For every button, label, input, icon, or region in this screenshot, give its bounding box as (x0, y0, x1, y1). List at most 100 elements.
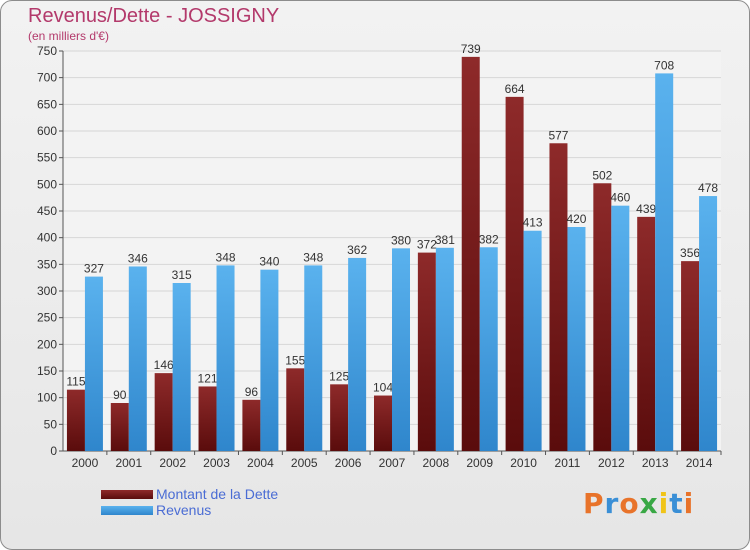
logo-letter: o (619, 487, 640, 520)
x-tick-label: 2002 (159, 456, 186, 470)
data-label-dette: 104 (373, 381, 393, 395)
y-tick-label: 250 (37, 311, 57, 325)
bar-revenus (655, 73, 674, 452)
y-tick-label: 550 (37, 151, 57, 165)
proxiti-logo: Proxiti (583, 487, 694, 520)
y-tick-label: 100 (37, 391, 57, 405)
x-tick-label: 2012 (598, 456, 625, 470)
y-tick-label: 0 (50, 444, 57, 458)
bar-dette (417, 252, 436, 451)
bar-revenus (392, 248, 410, 451)
x-tick-label: 2008 (423, 456, 450, 470)
bar-dette (461, 56, 480, 451)
y-tick-label: 150 (37, 364, 57, 378)
y-tick-label: 50 (44, 417, 58, 431)
data-label-dette: 90 (113, 388, 127, 402)
bar-dette (198, 386, 217, 451)
data-label-dette: 146 (154, 358, 174, 372)
bar-revenus (611, 205, 630, 451)
data-label-revenus: 340 (259, 255, 279, 269)
bar-dette (637, 216, 656, 451)
y-tick-label: 300 (37, 284, 57, 298)
bar-revenus (304, 265, 323, 451)
logo-letter: i (658, 487, 670, 520)
y-tick-label: 700 (37, 71, 57, 85)
y-tick-label: 400 (37, 231, 57, 245)
x-tick-label: 2014 (686, 456, 713, 470)
y-tick-label: 200 (37, 337, 57, 351)
bar-revenus (128, 266, 147, 451)
data-label-revenus: 380 (391, 233, 411, 247)
y-tick-label: 750 (37, 44, 57, 58)
legend-label-dette: Montant de la Dette (156, 486, 279, 502)
bar-dette (593, 183, 612, 451)
bar-revenus (348, 257, 367, 451)
data-label-dette: 577 (548, 128, 568, 142)
bar-revenus (479, 247, 498, 451)
bar-revenus (216, 265, 235, 451)
x-tick-label: 2003 (203, 456, 230, 470)
logo-letter: P (583, 487, 605, 520)
bar-dette (66, 389, 85, 451)
x-tick-label: 2006 (335, 456, 362, 470)
data-label-revenus: 362 (347, 243, 367, 257)
bar-revenus (84, 276, 103, 451)
data-label-revenus: 327 (84, 262, 104, 276)
y-tick-label: 600 (37, 124, 57, 138)
logo-letter: t (669, 487, 684, 520)
x-tick-label: 2009 (466, 456, 493, 470)
x-tick-label: 2013 (642, 456, 669, 470)
bar-dette (374, 395, 392, 451)
bar-revenus (523, 230, 542, 451)
x-tick-label: 2001 (115, 456, 142, 470)
data-label-revenus: 413 (523, 216, 543, 230)
bar-dette (330, 384, 349, 451)
legend-label-revenus: Revenus (156, 502, 212, 518)
logo-letter: r (604, 487, 620, 520)
chart-title: Revenus/Dette - JOSSIGNY (28, 5, 280, 27)
x-tick-label: 2010 (510, 456, 537, 470)
data-label-revenus: 478 (698, 181, 718, 195)
data-label-dette: 739 (461, 42, 481, 56)
x-tick-label: 2005 (291, 456, 318, 470)
x-tick-label: 2011 (555, 456, 581, 470)
bar-revenus (260, 269, 279, 451)
y-tick-label: 500 (37, 177, 57, 191)
x-tick-label: 2000 (72, 456, 99, 470)
y-tick-label: 650 (37, 97, 57, 111)
legend-swatch-dette (101, 490, 153, 499)
x-tick-label: 2007 (379, 456, 406, 470)
data-label-revenus: 420 (566, 212, 586, 226)
x-tick-label: 2004 (247, 456, 274, 470)
chart-subtitle: (en milliers d'€) (28, 29, 109, 43)
data-label-dette: 125 (329, 369, 349, 383)
logo-letter: x (639, 487, 659, 520)
bar-dette (242, 399, 261, 451)
bar-dette (549, 143, 568, 451)
bar-revenus (699, 196, 718, 451)
legend-swatch-revenus (101, 506, 153, 515)
data-label-dette: 664 (505, 82, 525, 96)
bar-revenus (567, 227, 586, 451)
data-label-dette: 96 (245, 385, 259, 399)
y-tick-label: 350 (37, 257, 57, 271)
bar-revenus (172, 283, 191, 451)
data-label-revenus: 346 (128, 251, 148, 265)
data-label-dette: 155 (285, 353, 305, 367)
y-tick-label: 450 (37, 204, 57, 218)
bar-revenus (435, 247, 454, 451)
bar-dette (681, 261, 700, 451)
data-label-revenus: 348 (216, 250, 236, 264)
data-label-dette: 121 (198, 371, 218, 385)
data-label-revenus: 382 (479, 232, 499, 246)
data-label-revenus: 381 (435, 233, 455, 247)
data-label-revenus: 348 (303, 250, 323, 264)
data-label-dette: 439 (636, 202, 656, 216)
bar-dette (154, 373, 173, 451)
data-label-revenus: 708 (654, 58, 674, 72)
data-label-revenus: 460 (610, 191, 630, 205)
bar-dette (505, 96, 524, 451)
data-label-dette: 372 (417, 238, 437, 252)
